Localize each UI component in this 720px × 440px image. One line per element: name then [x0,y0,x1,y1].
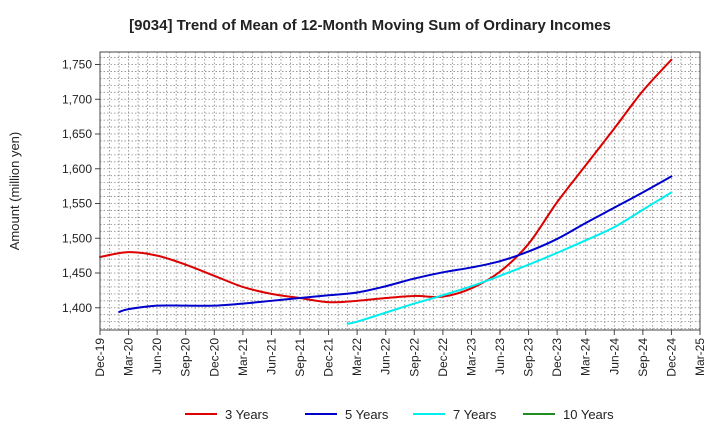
series-line-3-years [99,58,673,304]
x-tick-label: Sep-22 [407,338,421,377]
x-tick-label: Mar-24 [579,338,593,376]
x-tick-label: Mar-21 [236,338,250,376]
x-tick-label: Dec-22 [436,338,450,377]
legend-label-5-years: 5 Years [345,407,389,422]
y-tick-label: 1,700 [62,92,92,106]
grid [99,52,701,330]
y-tick-label: 1,550 [62,197,92,211]
x-tick-label: Mar-25 [693,338,707,376]
y-axis-label: Amount (million yen) [7,132,22,251]
x-tick-label: Mar-22 [350,338,364,376]
x-tick-label: Sep-20 [179,338,193,377]
y-tick-label: 1,500 [62,231,92,245]
x-tick-label: Dec-20 [207,338,221,377]
y-tick-label: 1,450 [62,266,92,280]
series-line-7-years [346,191,673,325]
y-tick-label: 1,400 [62,301,92,315]
x-axis-ticks: Dec-19 Mar-20 Jun-20 Sep-20 Dec-20 Mar-21 Jun-… [93,330,707,377]
x-tick-label: Mar-23 [464,338,478,376]
y-tick-label: 1,650 [62,127,92,141]
x-tick-label: Jun-22 [379,338,393,375]
x-tick-label: Dec-23 [550,338,564,377]
x-tick-label: Jun-24 [607,338,621,375]
x-tick-label: Sep-21 [293,338,307,377]
x-tick-label: Dec-19 [93,338,107,377]
y-tick-label: 1,600 [62,162,92,176]
legend: 3 Years 5 Years 7 Years 10 Years [185,407,614,422]
chart-title: [9034] Trend of Mean of 12-Month Moving … [129,17,611,34]
x-tick-label: Sep-24 [636,338,650,377]
series-line-5-years [118,175,673,313]
y-tick-label: 1,750 [62,58,92,72]
x-tick-label: Jun-20 [150,338,164,375]
legend-label-3-years: 3 Years [225,407,269,422]
plot-frame [99,51,701,331]
series-lines [99,58,673,325]
x-tick-label: Dec-21 [322,338,336,377]
x-tick-label: Mar-20 [122,338,136,376]
x-tick-label: Dec-24 [664,338,678,377]
x-tick-label: Jun-23 [493,338,507,375]
x-tick-label: Sep-23 [522,338,536,377]
legend-label-7-years: 7 Years [453,407,497,422]
y-axis-ticks: 1,400 1,450 1,500 1,550 1,600 1,650 1,700 1,750 [62,58,100,315]
x-tick-label: Jun-21 [264,338,278,375]
legend-label-10-years: 10 Years [563,407,614,422]
